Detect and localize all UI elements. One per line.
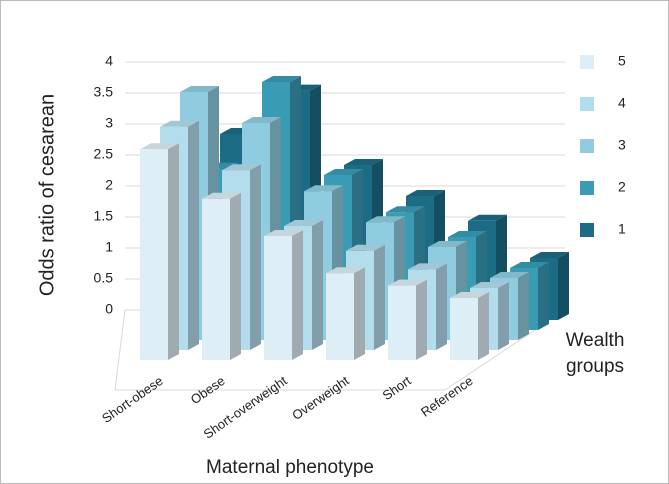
legend-label: 5: [618, 53, 626, 69]
y-tick-label: 0: [105, 301, 113, 317]
bar-front: [202, 198, 230, 360]
bar-front: [450, 298, 478, 360]
x-axis-label: Maternal phenotype: [206, 457, 374, 478]
y-axis-label: Odds ratio of cesarean: [36, 94, 58, 296]
bar-top: [326, 267, 365, 274]
bar: [264, 230, 303, 360]
y-tick-label: 3: [105, 115, 113, 131]
legend-label: 3: [618, 137, 626, 153]
bar-top: [510, 262, 549, 268]
bar-top: [222, 164, 261, 171]
bar-top: [428, 241, 467, 247]
bar: [140, 143, 179, 360]
bar-top: [470, 282, 509, 288]
bar-front: [326, 273, 354, 360]
legend-title: Wealth groups: [565, 330, 625, 377]
bar-side: [518, 272, 529, 340]
bar-top: [388, 279, 427, 286]
bar: [202, 192, 241, 360]
legend-label: 1: [618, 221, 626, 237]
bar-top: [284, 220, 323, 226]
y-tick-label: 2.5: [94, 146, 114, 162]
bar-side: [230, 192, 241, 360]
bar-side: [168, 143, 179, 360]
y-tick-label: 2: [105, 177, 113, 193]
bar-front: [388, 285, 416, 360]
bar-top: [406, 190, 445, 196]
bar-front: [264, 236, 292, 360]
bar-top: [490, 272, 529, 278]
bar-top: [242, 117, 281, 123]
legend-swatch: [580, 97, 594, 111]
legend-swatch: [580, 55, 594, 69]
bar-side: [558, 252, 569, 320]
legend-swatch: [580, 181, 594, 195]
legend-swatch: [580, 223, 594, 237]
bar-top: [468, 214, 507, 221]
y-tick-label: 1.5: [94, 208, 114, 224]
legend-title-box: Wealth groups: [565, 330, 625, 377]
bar: [388, 279, 427, 360]
bar-top: [324, 169, 363, 175]
bar-side: [250, 164, 261, 350]
bar-top: [180, 86, 219, 92]
bar-side: [436, 263, 447, 350]
bar-side: [538, 262, 549, 330]
bar-top: [448, 231, 487, 237]
bar-side: [292, 230, 303, 360]
y-tick-label: 0.5: [94, 270, 114, 286]
bar-front: [140, 149, 168, 360]
bar-side: [188, 120, 199, 350]
bar-top: [408, 263, 447, 270]
bar-top: [264, 230, 303, 236]
bar-side: [478, 292, 489, 360]
y-tick-label: 4: [105, 53, 113, 69]
bar-top: [366, 216, 405, 223]
bar-top: [344, 159, 383, 165]
bar: [450, 292, 489, 360]
legend-label: 2: [618, 179, 626, 195]
bar-top: [262, 76, 301, 82]
bar-top: [160, 120, 199, 127]
bar-top: [450, 292, 489, 298]
legend-label: 4: [618, 95, 626, 111]
bar-top: [140, 143, 179, 150]
bar-top: [304, 185, 343, 192]
bar-top: [530, 252, 569, 258]
bar-top: [202, 192, 241, 199]
legend-swatch: [580, 139, 594, 153]
bar-side: [312, 220, 323, 350]
bar-side: [416, 279, 427, 360]
y-tick-label: 1: [105, 239, 113, 255]
bar-side: [498, 282, 509, 350]
bar-side: [374, 244, 385, 350]
bar: [326, 267, 365, 360]
bar-top: [386, 206, 425, 213]
bar-side: [354, 267, 365, 360]
y-tick-label: 3.5: [94, 84, 114, 100]
bar-top: [346, 244, 385, 251]
